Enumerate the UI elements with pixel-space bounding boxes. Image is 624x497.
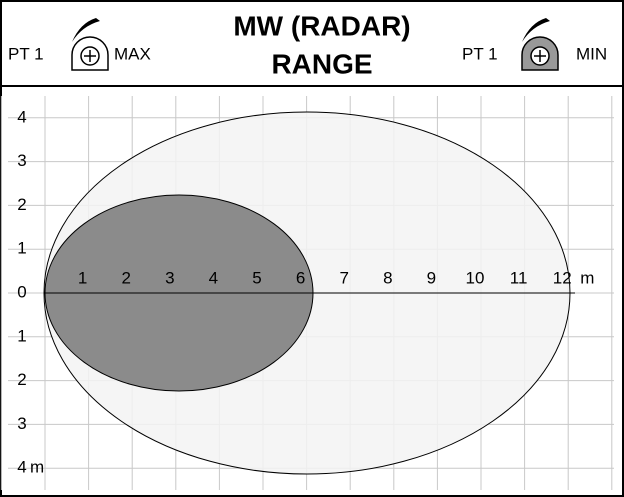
y-label: 0 bbox=[17, 282, 26, 301]
x-label: 5 bbox=[252, 268, 261, 287]
x-label: 11 bbox=[510, 268, 528, 287]
y-label: 1 bbox=[17, 326, 26, 345]
left-mode: MAX bbox=[114, 44, 151, 63]
y-label: 3 bbox=[17, 414, 26, 433]
x-label: 2 bbox=[121, 268, 130, 287]
max-icon bbox=[71, 18, 109, 71]
right-mode: MIN bbox=[576, 44, 607, 63]
left-pt-label: PT 1 bbox=[8, 44, 44, 63]
x-label: 1 bbox=[78, 268, 87, 287]
y-label: 1 bbox=[17, 239, 26, 258]
x-label: 4 bbox=[209, 268, 218, 287]
x-label: 12 bbox=[553, 268, 572, 287]
title-line-2: RANGE bbox=[271, 48, 372, 79]
min-icon bbox=[521, 18, 559, 71]
y-label: 2 bbox=[17, 370, 26, 389]
x-label: 6 bbox=[296, 268, 305, 287]
title-line-1: MW (RADAR) bbox=[233, 10, 410, 41]
right-pt-label: PT 1 bbox=[462, 44, 498, 63]
x-label: 10 bbox=[466, 268, 485, 287]
y-label: 4 bbox=[17, 107, 26, 126]
x-label: 8 bbox=[383, 268, 392, 287]
x-label: 7 bbox=[339, 268, 348, 287]
x-label: 3 bbox=[165, 268, 174, 287]
y-label: 4 bbox=[17, 458, 26, 477]
y-unit: m bbox=[30, 458, 44, 477]
x-unit: m bbox=[580, 268, 594, 287]
y-label: 3 bbox=[17, 151, 26, 170]
x-label: 9 bbox=[427, 268, 436, 287]
y-label: 2 bbox=[17, 195, 26, 214]
